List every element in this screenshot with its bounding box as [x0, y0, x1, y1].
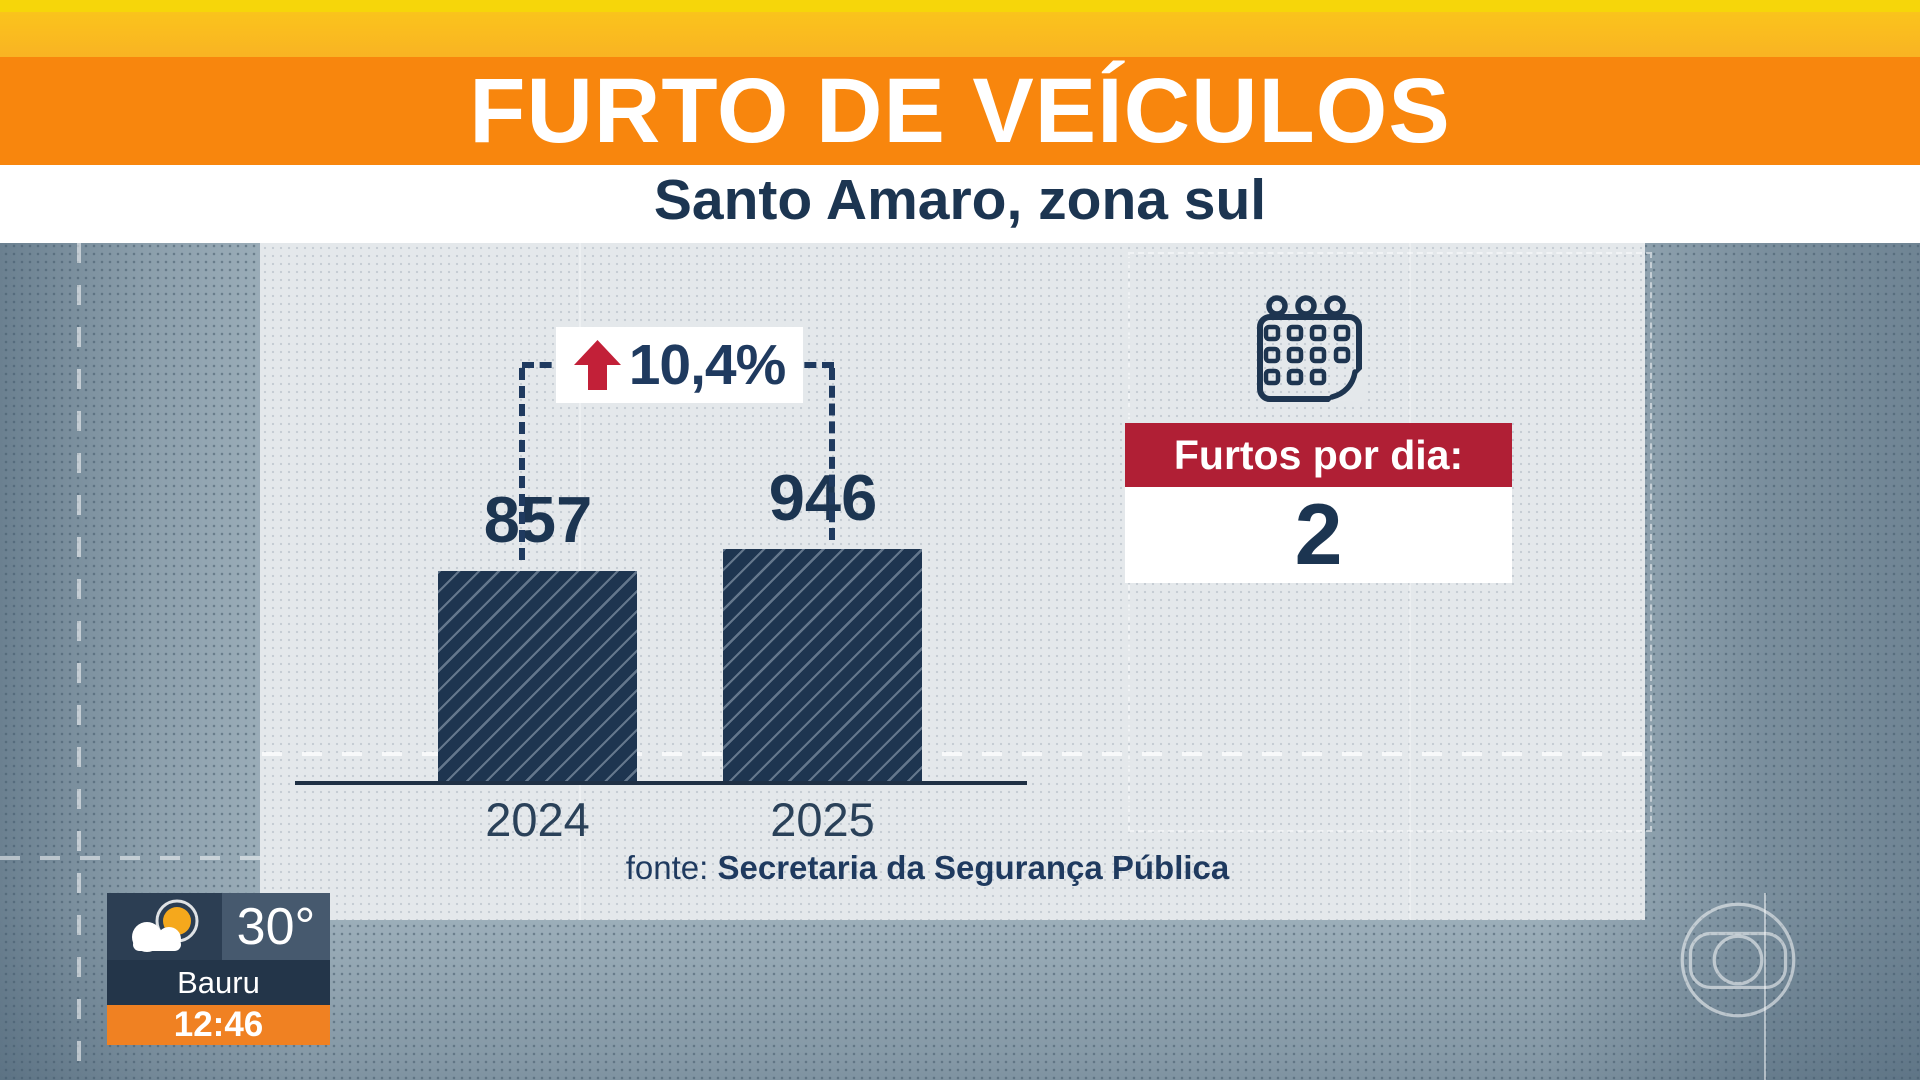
header-yellow-strip	[0, 0, 1920, 12]
x-label-2025: 2025	[770, 793, 875, 846]
header-title-band: FURTO DE VEÍCULOS	[0, 57, 1920, 165]
x-axis-line	[295, 781, 1027, 785]
weather-temperature: 30°	[222, 893, 330, 960]
weather-top-row: 30°	[107, 893, 330, 960]
bar-2024: 857	[438, 483, 637, 781]
page-subtitle: Santo Amaro, zona sul	[653, 168, 1267, 232]
calendar-icon	[1257, 295, 1363, 403]
source-prefix: fonte:	[625, 849, 709, 886]
bracket-right-dash	[829, 368, 835, 540]
decor-dashed-vertical-line	[77, 243, 81, 1080]
decor-dashed-horizontal-line-left	[0, 856, 262, 860]
globo-logo	[1680, 902, 1796, 1018]
stat-label: Furtos por dia:	[1125, 423, 1512, 487]
weather-city: Bauru	[107, 960, 330, 1005]
bar-2025: 946	[723, 461, 922, 781]
change-percentage: 10,4%	[628, 333, 787, 397]
page-title: FURTO DE VEÍCULOS	[469, 60, 1451, 162]
source-line: fonte: Secretaria da Segurança Pública	[255, 849, 1600, 887]
header-subtitle-band	[0, 165, 1920, 243]
x-label-2024: 2024	[485, 793, 590, 846]
weather-time: 12:46	[107, 1005, 330, 1045]
weather-icon-cell	[107, 893, 222, 960]
stat-value: 2	[1125, 487, 1512, 583]
bar-value-2024: 857	[483, 483, 593, 556]
bracket-left-dash	[519, 368, 525, 560]
change-callout: 10,4%	[556, 327, 803, 403]
header-amber-band	[0, 12, 1920, 57]
cloud-sun-icon	[132, 899, 199, 952]
weather-widget: 30° Bauru 12:46	[107, 893, 330, 1045]
source-name: Secretaria da Segurança Pública	[717, 849, 1230, 886]
bar-value-2025: 946	[768, 461, 878, 534]
arrow-up-icon	[573, 340, 621, 390]
